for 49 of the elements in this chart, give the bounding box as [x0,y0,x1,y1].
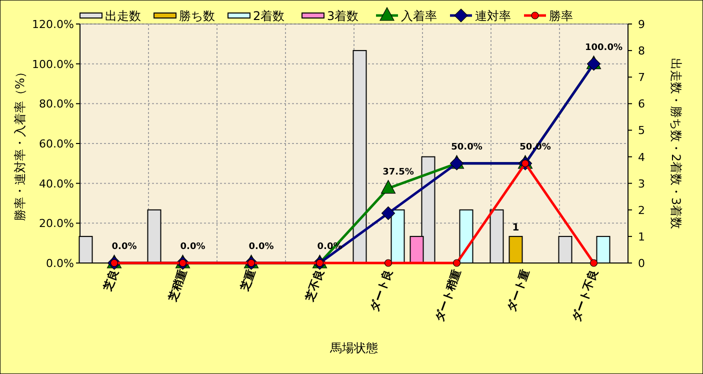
y-tick-label: 60.0% [39,138,74,150]
point [380,180,396,194]
point [590,259,598,267]
y2-tick-label: 3 [638,177,645,190]
y2-tick-label: 5 [638,124,645,138]
point [381,206,396,220]
x-tick-label: ダート稍重 [432,268,464,324]
legend-label: 入着率 [401,9,437,23]
data-label: 0.0% [248,242,274,252]
legend-label: 連対率 [475,9,511,23]
y-axis-title: 勝率・連対率・入着率（%） [13,66,27,222]
x-tick-label: 芝重 [238,268,258,294]
data-label: 100.0% [585,42,622,53]
bar [147,209,162,264]
y-tick-label: 120.0% [32,18,74,31]
y-tick-label: 0.0% [46,257,74,270]
data-label: 1 [512,222,520,234]
data-label: 0.0% [112,242,137,252]
x-axis-title: 馬場状態 [329,341,378,355]
y2-tick-label: 1 [638,230,645,244]
y2-tick-label: 6 [638,98,645,111]
x-tick-label: 芝良 [100,268,122,294]
y2-tick-label: 9 [638,18,645,31]
data-label: 50.0% [451,142,482,152]
y-tick-label: 80.0% [39,98,74,111]
point [384,259,392,267]
legend-label: 2着数 [253,9,285,23]
y2-tick-label: 7 [638,71,645,84]
y2-tick-label: 0 [638,257,645,270]
y-tick-label: 20.0% [39,217,74,230]
x-tick-label: ダート不良 [570,268,601,324]
y2-tick-label: 4 [638,150,645,164]
x-tick-label: ダート良 [368,268,396,314]
y2-tick-label: 2 [638,204,645,217]
x-tick-label: 芝不良 [302,268,327,304]
data-label: 0.0% [180,242,206,252]
data-label: 37.5% [382,167,414,178]
y-tick-label: 40.0% [39,177,74,190]
legend-label: 3着数 [327,9,359,23]
y-tick-label: 100.0% [32,58,74,71]
x-tick-label: ダート重 [504,268,532,314]
bar [352,50,367,264]
y2-axis-title: 出走数・勝ち数・2着数・3着数 [669,58,683,230]
legend-label: 出走数 [105,9,141,23]
x-tick-label: 芝稍重 [166,268,190,304]
legend-label: 勝ち数 [179,9,215,23]
legend-label: 勝率 [549,9,573,23]
point [452,259,461,267]
y2-tick-label: 8 [638,44,645,58]
